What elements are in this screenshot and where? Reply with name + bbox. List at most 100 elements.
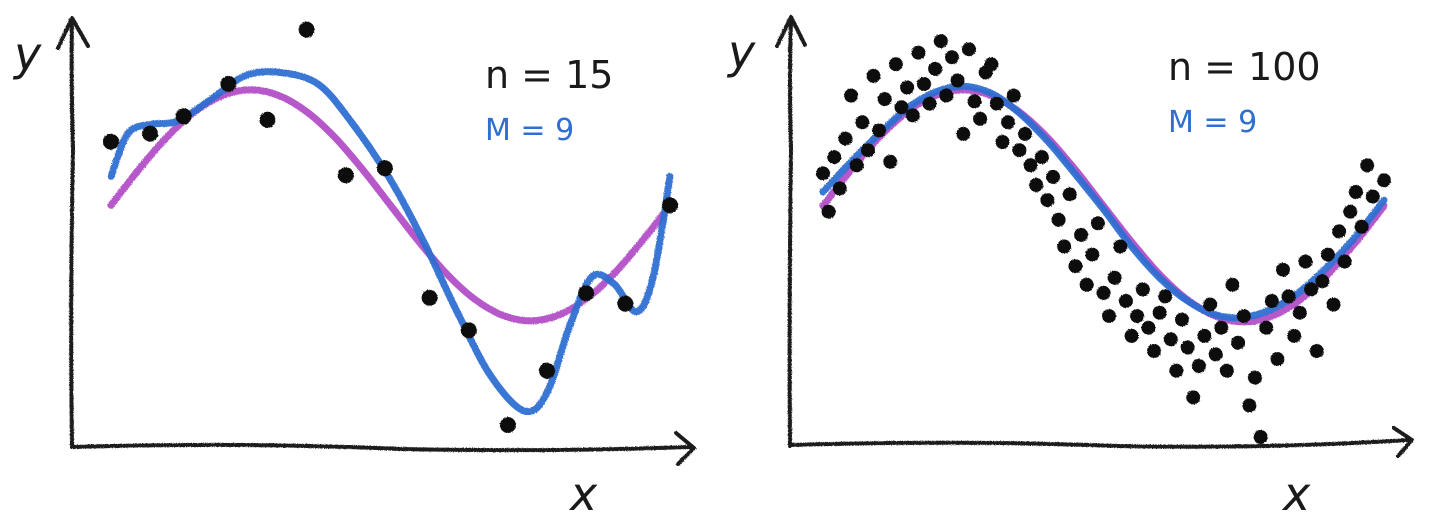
data-point-right (1040, 193, 1055, 208)
data-point-left (539, 362, 555, 379)
data-point-right (821, 204, 836, 219)
data-point-right (1332, 224, 1347, 239)
data-point-left (259, 111, 276, 128)
data-point-right (855, 115, 870, 130)
m-annotation-left: M = 9 (485, 113, 574, 148)
y-axis-label-left: y (12, 27, 42, 81)
data-point-right (1074, 227, 1089, 242)
data-point-right (1292, 305, 1307, 320)
data-point-right (1051, 212, 1066, 227)
data-point-right (1259, 320, 1274, 335)
data-point-right (1208, 347, 1223, 362)
data-point-right (1018, 126, 1032, 141)
data-point-right (1343, 204, 1358, 219)
data-point-right (1253, 430, 1268, 444)
data-point-right (1118, 294, 1133, 308)
x-axis-label-right: x (1281, 467, 1311, 521)
axes-left (56, 16, 696, 466)
data-point-right (1191, 359, 1206, 373)
data-point-right (1242, 398, 1257, 413)
plot-area-left (103, 21, 678, 433)
n-annotation-left: n = 15 (485, 53, 613, 97)
data-point-right (1354, 219, 1369, 234)
data-point-right (939, 88, 954, 103)
plot-area-right (816, 34, 1391, 444)
data-point-right (933, 34, 948, 49)
data-point-right (1046, 169, 1060, 184)
data-point-right (1287, 328, 1302, 343)
data-point-right (1158, 289, 1173, 304)
x-axis-arrow-left (674, 431, 696, 466)
data-point-right (1186, 390, 1201, 405)
data-point-right (1169, 363, 1184, 378)
data-point-right (1304, 282, 1319, 297)
data-point-right (1276, 262, 1290, 277)
data-point-right (1034, 150, 1049, 165)
chart-left: y x n = 15 M = 9 (12, 16, 696, 521)
data-point-right (928, 61, 943, 76)
data-point-right (872, 123, 887, 138)
data-point-right (1090, 216, 1105, 231)
data-point-right (866, 68, 881, 83)
data-point-right (1102, 309, 1117, 324)
data-point-right (984, 57, 999, 72)
m-annotation-right: M = 9 (1168, 105, 1257, 140)
chart-panel-left: y x n = 15 M = 9 (12, 16, 696, 521)
data-point-right (1337, 254, 1352, 269)
data-point-right (1231, 335, 1246, 350)
data-point-right (832, 181, 847, 196)
data-point-left (460, 322, 477, 339)
data-point-right (961, 42, 976, 57)
data-point-left (578, 285, 595, 302)
data-point-right (973, 111, 988, 126)
data-point-right (1130, 309, 1145, 324)
data-point-right (1315, 274, 1330, 289)
data-point-right (1248, 370, 1262, 385)
y-axis-right (787, 18, 793, 448)
data-point-left (298, 21, 315, 38)
data-point-right (945, 50, 959, 65)
data-point-right (1163, 332, 1178, 347)
data-point-right (860, 143, 875, 158)
data-point-right (1203, 297, 1218, 312)
fit-curve-left (107, 68, 674, 416)
y-axis-arrow-right (775, 15, 807, 48)
x-axis-label-left: x (568, 467, 598, 521)
data-point-left (142, 125, 159, 142)
data-point-right (989, 96, 1004, 111)
data-point-right (1264, 294, 1279, 308)
data-point-right (1062, 187, 1077, 202)
data-point-right (816, 166, 830, 181)
data-point-right (1135, 282, 1150, 297)
data-point-left (220, 75, 237, 92)
data-point-right (1085, 247, 1100, 262)
x-axis-arrow-right (1392, 426, 1414, 458)
data-point-right (911, 45, 926, 60)
data-point-right (1001, 115, 1016, 130)
axes-right (775, 15, 1414, 458)
data-point-right (950, 73, 965, 88)
data-point-right (1298, 254, 1313, 269)
data-point-right (1180, 340, 1195, 355)
data-point-right (1377, 173, 1391, 188)
n-annotation-right: n = 100 (1168, 45, 1321, 89)
data-point-right (1270, 352, 1285, 367)
data-point-right (888, 57, 903, 72)
x-axis-left (70, 442, 692, 453)
data-point-right (1023, 158, 1038, 173)
data-point-right (922, 96, 937, 111)
data-point-right (1175, 312, 1189, 327)
data-point-right (883, 154, 898, 169)
data-point-right (1320, 247, 1335, 262)
data-point-right (1057, 239, 1072, 254)
data-point-right (849, 158, 864, 173)
data-point-right (1012, 143, 1027, 158)
data-point-right (1113, 239, 1128, 254)
data-point-right (844, 88, 859, 103)
data-point-right (1152, 305, 1167, 320)
data-point-right (1326, 297, 1341, 312)
data-point-right (905, 108, 920, 123)
data-point-right (1124, 328, 1139, 343)
data-point-right (967, 94, 982, 109)
x-axis-right (788, 438, 1410, 449)
